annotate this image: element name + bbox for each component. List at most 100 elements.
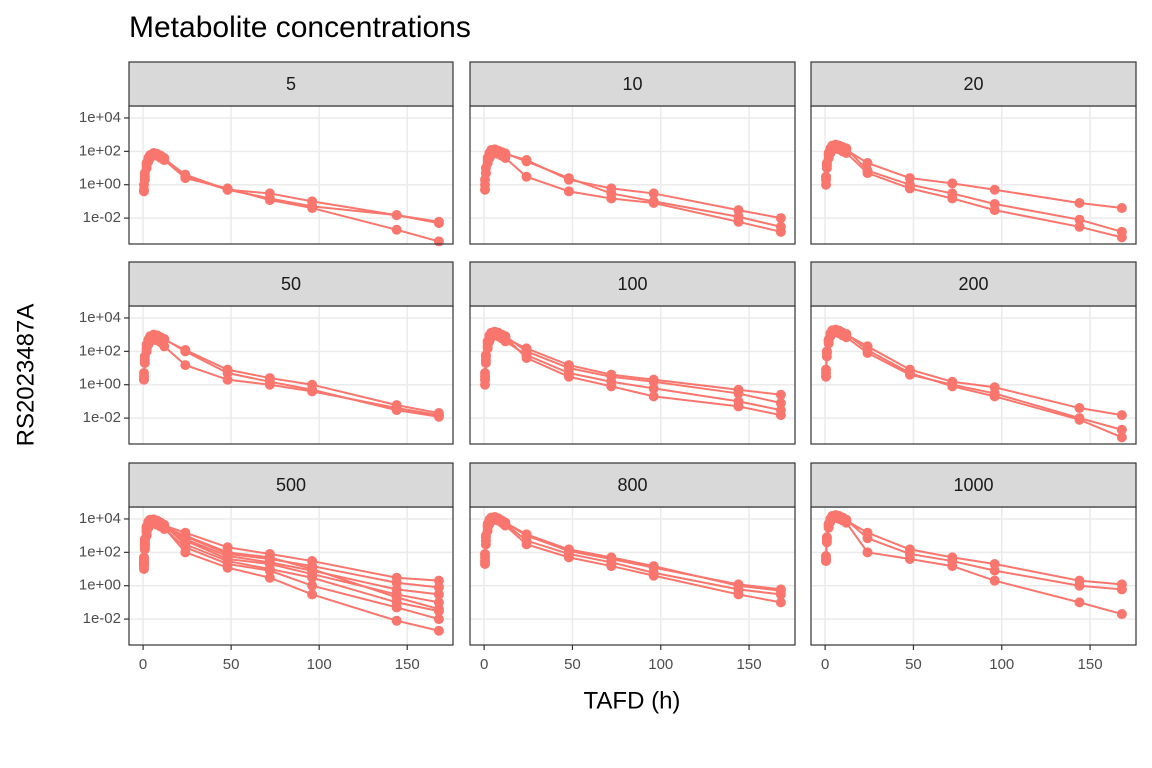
y-tick-label: 1e+02 (79, 543, 121, 560)
data-point (947, 193, 958, 204)
data-point (563, 544, 574, 555)
strip-label: 100 (617, 274, 647, 294)
data-point (1074, 597, 1085, 608)
strip-label: 5 (286, 74, 296, 94)
y-tick-label: 1e+04 (79, 510, 121, 527)
strip-label: 20 (963, 74, 983, 94)
data-point (947, 561, 958, 572)
strip (128, 61, 454, 107)
data-point (433, 218, 444, 229)
data-point (521, 539, 532, 550)
data-point (433, 614, 444, 625)
strip-label: 200 (958, 274, 988, 294)
strip-label: 1000 (953, 475, 993, 495)
data-point (1074, 413, 1085, 424)
data-point (264, 552, 275, 563)
data-point (775, 398, 786, 409)
data-point (521, 156, 532, 167)
data-point (862, 168, 873, 179)
data-point (307, 386, 318, 397)
x-tick-label: 50 (905, 656, 922, 673)
data-point (480, 548, 491, 559)
x-tick-label: 150 (737, 656, 762, 673)
data-point (264, 572, 275, 583)
y-tick-label: 1e+02 (79, 342, 121, 359)
data-point (138, 186, 149, 197)
data-point (648, 198, 659, 209)
data-point (159, 155, 170, 166)
y-tick-label: 1e+00 (79, 577, 121, 594)
y-tick-label: 1e+02 (79, 142, 121, 159)
data-point (821, 556, 832, 567)
data-point (1074, 403, 1085, 414)
data-point (775, 389, 786, 400)
data-point (989, 575, 1000, 586)
data-point (648, 570, 659, 581)
data-point (391, 224, 402, 235)
data-point (480, 530, 491, 541)
y-axis-title: RS2023487A (12, 304, 39, 447)
data-point (606, 193, 617, 204)
data-point (733, 401, 744, 412)
strip (128, 261, 454, 307)
data-point (480, 168, 491, 179)
strip (469, 61, 796, 107)
data-point (821, 163, 832, 174)
data-point (500, 332, 511, 343)
strip-label: 500 (276, 475, 306, 495)
data-point (433, 410, 444, 421)
data-point (733, 216, 744, 227)
data-point (159, 341, 170, 352)
data-point (1074, 221, 1085, 232)
data-point (222, 547, 233, 558)
data-point (521, 171, 532, 182)
strip (810, 462, 1137, 508)
data-point (180, 346, 191, 357)
panel-background (129, 507, 453, 645)
data-point (391, 615, 402, 626)
panel-background (129, 106, 453, 244)
x-tick-label: 0 (821, 656, 829, 673)
y-tick-label: 1e-02 (83, 409, 121, 426)
data-point (947, 379, 958, 390)
data-point (775, 410, 786, 421)
data-point (775, 597, 786, 608)
data-point (775, 585, 786, 596)
data-point (1116, 424, 1127, 435)
data-point (264, 565, 275, 576)
data-point (222, 562, 233, 573)
data-point (391, 210, 402, 221)
data-point (180, 530, 191, 541)
data-point (821, 351, 832, 362)
y-tick-label: 1e-02 (83, 209, 121, 226)
data-point (733, 589, 744, 600)
data-point (480, 379, 491, 390)
data-point (841, 517, 852, 528)
data-point (1074, 214, 1085, 225)
data-point (1116, 410, 1127, 421)
data-point (264, 195, 275, 206)
data-point (180, 173, 191, 184)
data-point (733, 388, 744, 399)
data-point (139, 174, 150, 185)
data-point (606, 381, 617, 392)
data-point (862, 157, 873, 168)
data-point (391, 584, 402, 595)
panel-background (129, 306, 453, 444)
data-point (1074, 580, 1085, 591)
data-point (821, 371, 832, 382)
data-point (500, 517, 511, 528)
strip (469, 261, 796, 307)
strip-label: 50 (281, 274, 301, 294)
strip (810, 61, 1137, 107)
data-point (733, 580, 744, 591)
data-point (862, 533, 873, 544)
data-point (264, 379, 275, 390)
data-point (307, 580, 318, 591)
y-tick-label: 1e+04 (79, 309, 121, 326)
data-point (989, 565, 1000, 576)
data-point (307, 203, 318, 214)
data-point (521, 352, 532, 363)
data-point (947, 178, 958, 189)
